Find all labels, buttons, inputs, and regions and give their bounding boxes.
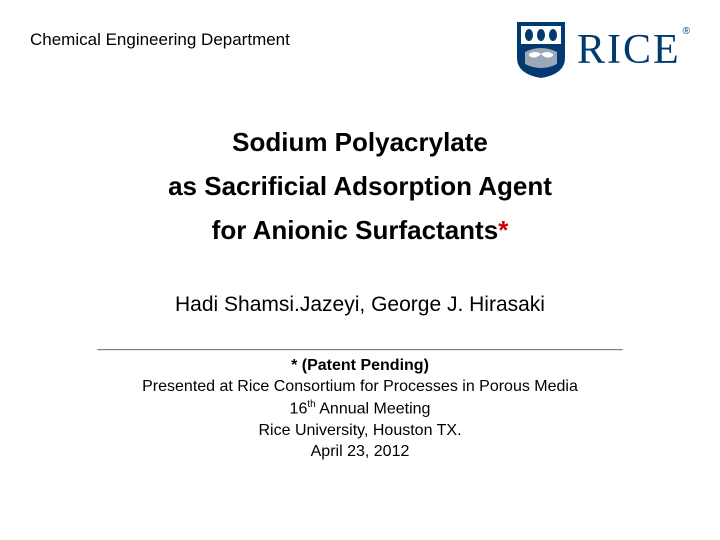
- authors: Hadi Shamsi.Jazeyi, George J. Hirasaki: [0, 293, 720, 317]
- patent-note: * (Patent Pending): [40, 355, 680, 377]
- shield-icon: [515, 20, 567, 80]
- logo-wordmark-wrap: RICE®: [577, 26, 690, 74]
- footer-line-3: Rice University, Houston TX.: [40, 420, 680, 442]
- footer-line-2: 16th Annual Meeting: [40, 398, 680, 420]
- logo-trademark: ®: [683, 26, 690, 37]
- logo-wordmark: RICE: [577, 27, 681, 73]
- footer-line-4: April 23, 2012: [40, 441, 680, 463]
- footer-block: * (Patent Pending) Presented at Rice Con…: [0, 355, 720, 463]
- header: Chemical Engineering Department RICE®: [0, 0, 720, 80]
- title-line-2: as Sacrificial Adsorption Agent: [40, 164, 680, 208]
- title-asterisk: *: [498, 215, 508, 245]
- footer-line-2a: 16: [290, 400, 308, 417]
- title-line-3-text: for Anionic Surfactants: [212, 215, 499, 245]
- footer-line-1: Presented at Rice Consortium for Process…: [40, 376, 680, 398]
- rice-logo: RICE®: [515, 20, 690, 80]
- title-block: Sodium Polyacrylate as Sacrificial Adsor…: [0, 120, 720, 253]
- department-label: Chemical Engineering Department: [30, 30, 290, 50]
- title-line-1: Sodium Polyacrylate: [40, 120, 680, 164]
- footer-line-2-sup: th: [307, 399, 315, 410]
- footer-line-2b: Annual Meeting: [316, 400, 431, 417]
- title-line-3: for Anionic Surfactants*: [40, 208, 680, 252]
- divider-line: ________________________________________…: [0, 335, 720, 353]
